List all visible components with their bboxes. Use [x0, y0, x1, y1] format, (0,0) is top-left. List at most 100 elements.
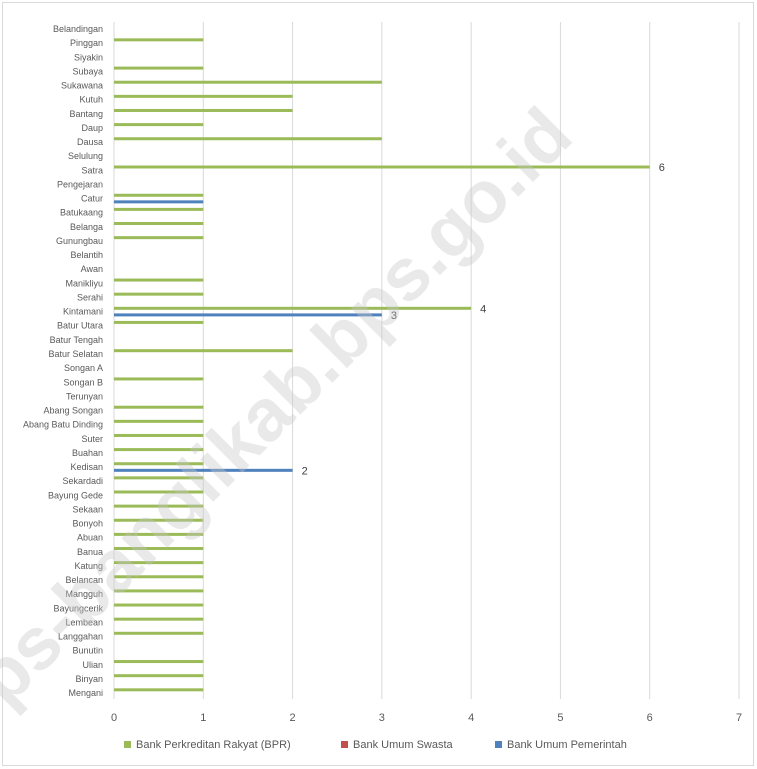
- bar: [114, 631, 204, 635]
- bar: [114, 200, 204, 204]
- category-label: Belantih: [70, 250, 103, 260]
- bar: [114, 137, 382, 141]
- bar: [114, 448, 204, 452]
- x-tick-label: 6: [647, 712, 653, 724]
- category-label: Langgahan: [58, 632, 103, 642]
- category-label: Songan B: [63, 377, 103, 387]
- bar: [114, 476, 204, 480]
- legend-label: Bank Umum Swasta: [353, 739, 454, 751]
- bar: [114, 518, 204, 522]
- category-label: Awan: [81, 264, 103, 274]
- bar: [114, 94, 293, 98]
- bar: [114, 532, 204, 536]
- category-label: Kedisan: [70, 462, 103, 472]
- x-tick-label: 3: [379, 712, 385, 724]
- bar: [114, 207, 204, 211]
- category-label: Selulung: [68, 151, 103, 161]
- category-label: Belandingan: [53, 24, 103, 34]
- category-label: Ulian: [82, 660, 103, 670]
- category-label: Suter: [81, 434, 103, 444]
- x-tick-label: 2: [290, 712, 296, 724]
- bar: [114, 306, 472, 310]
- bar: [114, 193, 204, 197]
- bar: [114, 419, 204, 423]
- category-label: Serahi: [77, 292, 103, 302]
- category-label: Terunyan: [66, 391, 103, 401]
- bar: [114, 603, 204, 607]
- category-label: Buahan: [72, 448, 103, 458]
- category-label: Batukaang: [60, 208, 103, 218]
- legend-swatch: [495, 741, 502, 748]
- category-label: Songan A: [64, 363, 103, 373]
- category-label: Sukawana: [61, 81, 103, 91]
- bar: [114, 377, 204, 381]
- legend-label: Bank Umum Pemerintah: [507, 739, 627, 751]
- category-label: Siyakin: [74, 52, 103, 62]
- bar: [114, 405, 204, 409]
- category-label: Belancan: [65, 575, 103, 585]
- category-label: Pinggan: [70, 38, 103, 48]
- bar: [114, 490, 204, 494]
- data-labels: 6 4 3 2: [302, 162, 665, 477]
- category-label: Mangguh: [65, 589, 103, 599]
- bar: [114, 504, 204, 508]
- bar: [114, 108, 293, 112]
- category-label: Belanga: [70, 222, 103, 232]
- data-label: 3: [391, 310, 397, 322]
- category-label: Pengejaran: [57, 179, 103, 189]
- bar: [114, 462, 204, 466]
- bar: [114, 165, 650, 169]
- legend-label: Bank Perkreditan Rakyat (BPR): [136, 739, 291, 751]
- bar: [114, 433, 204, 437]
- bar: [114, 313, 382, 317]
- bar: [114, 349, 293, 353]
- category-label: Catur: [81, 194, 103, 204]
- x-tick-label: 5: [557, 712, 563, 724]
- bar: [114, 236, 204, 240]
- data-label: 2: [302, 465, 308, 477]
- bar: [114, 674, 204, 678]
- gridlines: [113, 22, 740, 699]
- category-label: Bunutin: [72, 646, 103, 656]
- x-tick-label: 4: [468, 712, 474, 724]
- bar: [114, 561, 204, 565]
- legend-swatch: [341, 741, 348, 748]
- category-label: Dausa: [77, 137, 103, 147]
- category-label: Bayung Gede: [48, 490, 103, 500]
- legend: Bank Perkreditan Rakyat (BPR) Bank Umum S…: [124, 739, 627, 751]
- bar: [114, 66, 204, 70]
- x-tick-label: 0: [111, 712, 117, 724]
- category-label: Bonyoh: [72, 519, 103, 529]
- category-label: Batur Selatan: [48, 349, 103, 359]
- category-label: Bayungcerik: [53, 603, 103, 613]
- category-label: Subaya: [72, 66, 103, 76]
- bar: [114, 589, 204, 593]
- category-label: Sekardadi: [62, 476, 103, 486]
- category-label: Mengani: [68, 688, 103, 698]
- bars: [114, 38, 650, 692]
- legend-swatch: [124, 741, 131, 748]
- category-label: Lembean: [65, 617, 103, 627]
- bar: [114, 38, 204, 42]
- category-label: Manikliyu: [65, 278, 103, 288]
- bar: [114, 617, 204, 621]
- category-label: Batur Tengah: [50, 335, 103, 345]
- category-label: Satra: [81, 165, 103, 175]
- category-label: Kutuh: [79, 95, 103, 105]
- data-label: 6: [659, 162, 665, 174]
- category-label: Gunungbau: [56, 236, 103, 246]
- bar: [114, 547, 204, 551]
- data-label: 4: [480, 303, 486, 315]
- x-tick-label: 7: [736, 712, 742, 724]
- category-label: Daup: [81, 123, 103, 133]
- bar: [114, 292, 204, 296]
- bar: [114, 222, 204, 226]
- x-axis-ticks: 0 1 2 3 4 5 6 7: [111, 712, 742, 724]
- bar: [114, 688, 204, 692]
- category-label: Bantang: [69, 109, 103, 119]
- bar: [114, 320, 204, 324]
- category-label: Abuan: [77, 533, 103, 543]
- bar: [114, 660, 204, 664]
